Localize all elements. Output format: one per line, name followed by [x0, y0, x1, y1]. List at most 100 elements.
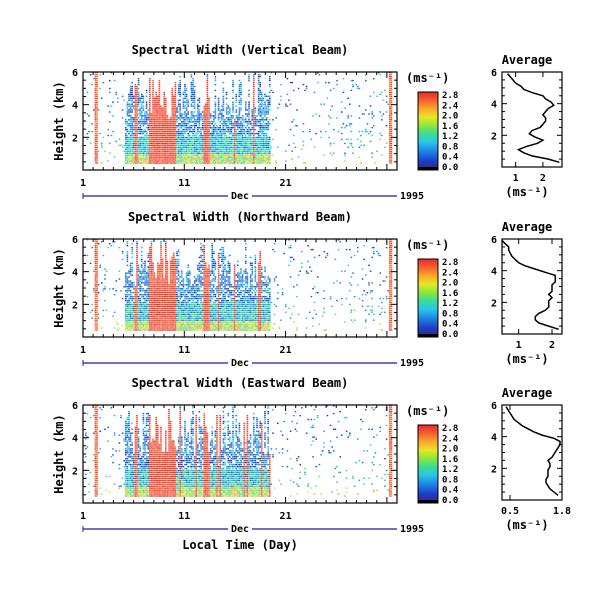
heatmap-cell	[227, 125, 229, 127]
heatmap-cell	[177, 91, 180, 94]
heatmap-cell	[209, 158, 212, 160]
heatmap-cell	[182, 119, 185, 121]
heatmap-cell	[187, 311, 189, 313]
heatmap-cell	[141, 158, 143, 160]
heatmap-cell	[235, 123, 237, 125]
heatmap-cell	[136, 138, 138, 141]
heatmap-cell	[184, 303, 186, 306]
heatmap-cell	[350, 79, 353, 82]
heatmap-cell	[165, 309, 167, 312]
heatmap-cell	[197, 162, 199, 164]
heatmap-cell	[165, 260, 167, 263]
heatmap-cell	[238, 156, 241, 158]
heatmap-cell	[179, 325, 181, 327]
heatmap-cell	[136, 268, 138, 270]
heatmap-cell	[238, 138, 241, 141]
heatmap-cell	[126, 146, 129, 148]
heatmap-cell	[144, 307, 146, 310]
heatmap-cell	[86, 295, 89, 298]
heatmap-cell	[177, 313, 180, 315]
heatmap-cell	[136, 311, 138, 313]
heatmap-cell	[173, 121, 175, 123]
heatmap-cell	[184, 305, 186, 308]
heatmap-cell	[217, 154, 220, 156]
heatmap-cell	[193, 123, 196, 125]
heatmap-cell	[129, 268, 132, 270]
heatmap-cell	[150, 288, 153, 290]
heatmap-cell	[269, 152, 271, 154]
heatmap-cell	[174, 119, 177, 121]
heatmap-cell	[120, 144, 122, 146]
heatmap-cell	[145, 315, 148, 317]
y-tick-label: 2	[491, 131, 497, 142]
heatmap-cell	[269, 95, 271, 97]
heatmap-cell	[206, 121, 209, 123]
heatmap-cell	[153, 154, 156, 156]
heatmap-cell	[192, 79, 194, 82]
heatmap-cell	[251, 115, 253, 117]
heatmap-cell	[389, 89, 391, 92]
heatmap-cell	[225, 134, 228, 137]
heatmap-cell	[249, 121, 252, 123]
heatmap-cell	[150, 313, 153, 315]
heatmap-cell	[163, 123, 165, 125]
heatmap-cell	[389, 113, 391, 115]
heatmap-cell	[129, 95, 132, 97]
heatmap-cell	[145, 150, 148, 152]
heatmap-cell	[265, 156, 268, 158]
heatmap-cell	[233, 119, 236, 121]
heatmap-cell	[145, 282, 148, 284]
heatmap-cell	[144, 160, 146, 162]
heatmap-cell	[163, 295, 165, 298]
heatmap-cell	[145, 325, 148, 327]
heatmap-cell	[161, 272, 164, 274]
heatmap-cell	[259, 105, 261, 107]
heatmap-cell	[265, 107, 268, 109]
heatmap-cell	[197, 119, 199, 121]
heatmap-cell	[213, 119, 215, 121]
heatmap-cell	[139, 146, 141, 148]
heatmap-cell	[181, 148, 183, 150]
heatmap-cell	[129, 119, 132, 121]
heatmap-cell	[112, 288, 114, 290]
heatmap-cell	[176, 290, 178, 292]
heatmap-cell	[96, 83, 98, 86]
heatmap-cell	[205, 160, 207, 162]
heatmap-cell	[190, 315, 193, 317]
heatmap-cell	[141, 325, 143, 327]
heatmap-cell	[168, 128, 170, 131]
heatmap-cell	[133, 323, 135, 325]
heatmap-cell	[267, 113, 269, 115]
heatmap-cell	[190, 136, 193, 139]
heatmap-cell	[169, 117, 172, 119]
heatmap-cell	[126, 103, 129, 105]
heatmap-cell	[133, 319, 135, 321]
heatmap-cell	[336, 83, 338, 86]
heatmap-cell	[139, 325, 141, 327]
heatmap-cell	[136, 278, 138, 280]
heatmap-cell	[317, 72, 319, 74]
heatmap-cell	[139, 311, 141, 313]
heatmap-cell	[155, 301, 157, 304]
heatmap-cell	[251, 132, 253, 135]
heatmap-cell	[165, 268, 167, 270]
heatmap-cell	[249, 148, 252, 150]
heatmap-cell	[173, 270, 175, 272]
heatmap-cell	[232, 156, 234, 158]
heatmap-cell	[385, 101, 388, 103]
heatmap-cell	[158, 117, 161, 119]
heatmap-cell	[158, 329, 161, 331]
heatmap-cell	[173, 309, 175, 312]
heatmap-cell	[390, 117, 393, 119]
heatmap-cell	[246, 142, 249, 145]
heatmap-cell	[128, 111, 130, 113]
heatmap-cell	[185, 311, 188, 313]
heatmap-cell	[149, 327, 151, 329]
heatmap-cell	[160, 138, 162, 141]
heatmap-cell	[173, 252, 175, 255]
heatmap-cell	[96, 72, 98, 74]
heatmap-cell	[253, 140, 255, 143]
heatmap-cell	[139, 156, 141, 158]
heatmap-cell	[96, 105, 98, 107]
heatmap-cell	[264, 132, 266, 135]
